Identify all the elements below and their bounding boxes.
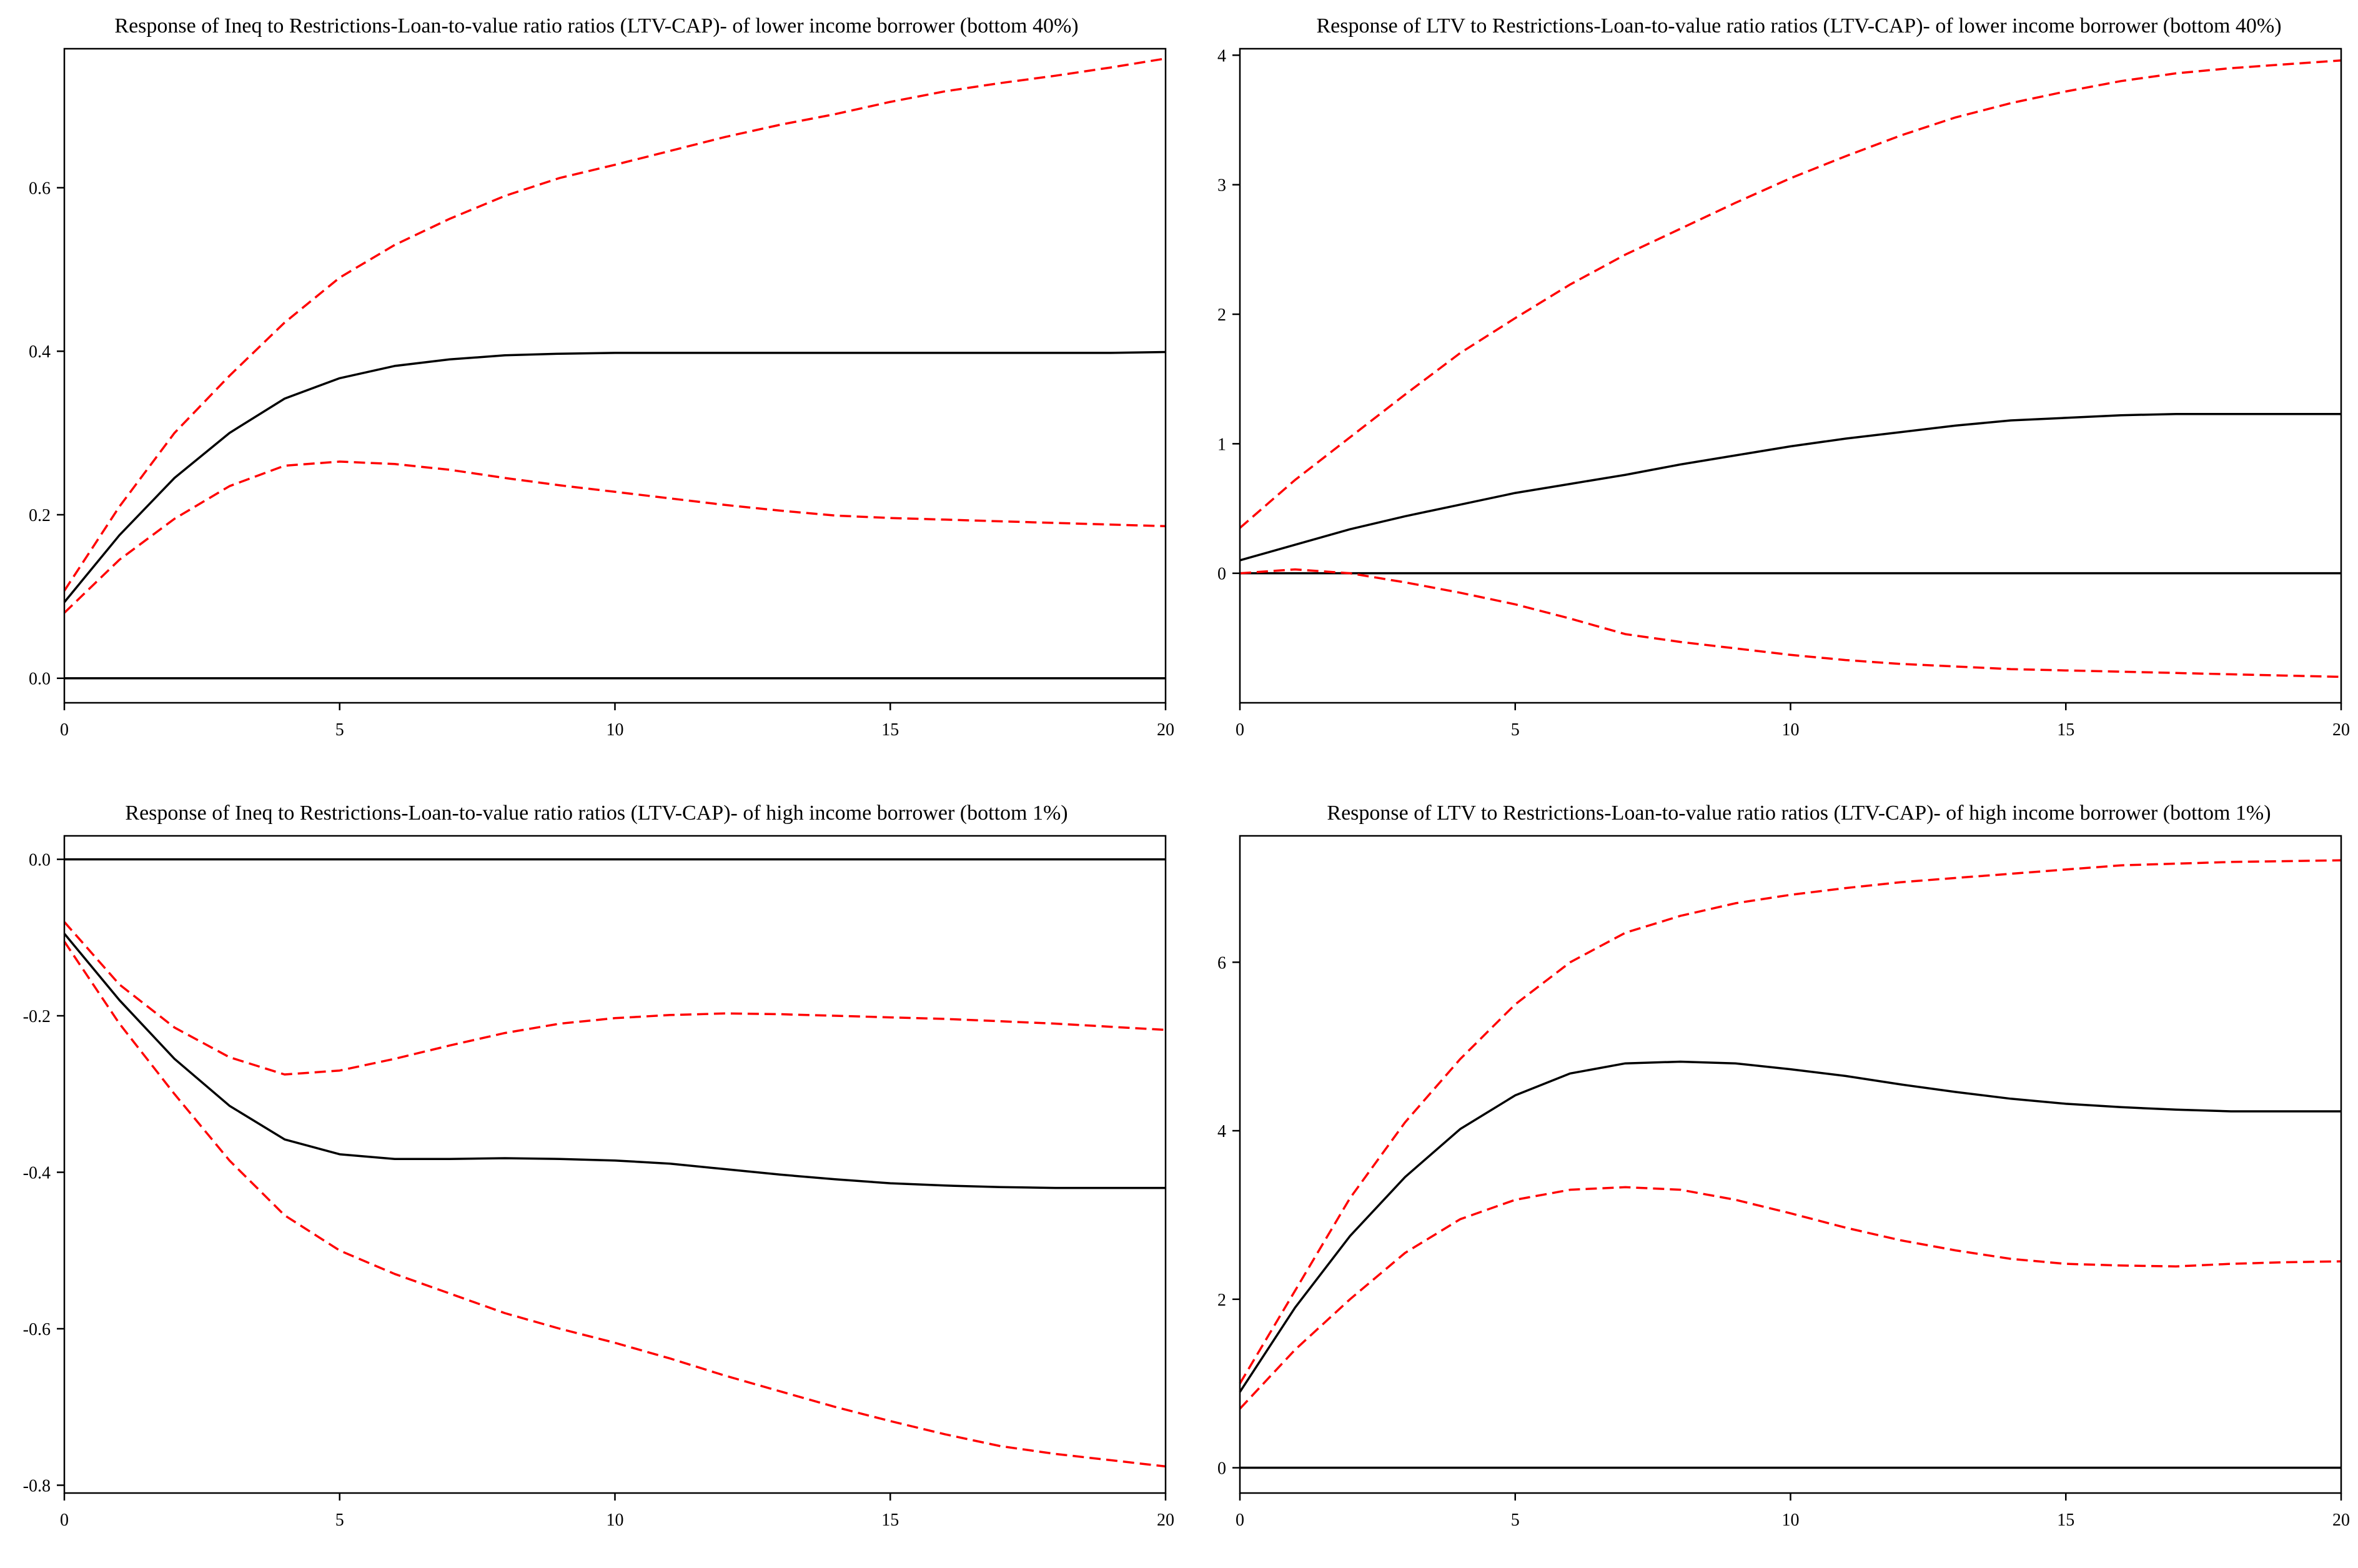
x-tick-label: 5 xyxy=(335,720,344,740)
y-tick-label: 4 xyxy=(1217,46,1226,66)
y-tick-label: 0.0 xyxy=(29,851,51,870)
x-tick-label: 20 xyxy=(2332,720,2350,740)
panel-title: Response of LTV to Restrictions-Loan-to-… xyxy=(1327,801,2271,825)
y-tick-label: -0.2 xyxy=(23,1007,51,1026)
y-tick-label: 1 xyxy=(1217,435,1226,454)
plot-frame xyxy=(63,47,1167,704)
upper-confidence-band xyxy=(63,57,1166,592)
x-tick-label: 5 xyxy=(1511,720,1520,740)
y-tick-label: 4 xyxy=(1217,1122,1226,1141)
panel-ltv-lower-income: Response of LTV to Restrictions-Loan-to-… xyxy=(1217,14,2350,740)
panel-title: Response of Ineq to Restrictions-Loan-to… xyxy=(125,801,1068,825)
panel-title: Response of Ineq to Restrictions-Loan-to… xyxy=(114,14,1078,37)
y-tick-label: 6 xyxy=(1217,953,1226,973)
y-tick-label: 0 xyxy=(1217,1459,1226,1479)
x-tick-label: 0 xyxy=(1236,720,1244,740)
x-tick-label: 15 xyxy=(881,1511,899,1530)
upper-confidence-band xyxy=(1239,859,2342,1384)
axis-ticks: 0 1 2 3 4 0 5 10 15 20 xyxy=(1217,46,2350,740)
panel-ineq-high-income: Response of Ineq to Restrictions-Loan-to… xyxy=(23,801,1174,1530)
axis-ticks: 0.0 0.2 0.4 0.6 0 5 10 15 20 xyxy=(29,179,1174,740)
x-tick-label: 5 xyxy=(1511,1511,1520,1530)
x-tick-label: 10 xyxy=(1782,720,1800,740)
x-tick-label: 0 xyxy=(60,1511,69,1530)
axis-ticks: 0.0 -0.2 -0.4 -0.6 -0.8 0 5 10 15 20 xyxy=(23,851,1174,1530)
x-tick-label: 10 xyxy=(1782,1511,1800,1530)
impulse-response-line xyxy=(63,933,1166,1189)
plot-frame xyxy=(63,835,1167,1494)
panel-ltv-high-income: Response of LTV to Restrictions-Loan-to-… xyxy=(1217,801,2350,1530)
y-tick-label: -0.8 xyxy=(23,1476,51,1496)
lower-confidence-band xyxy=(63,941,1166,1468)
lower-confidence-band xyxy=(63,460,1166,614)
panel-title: Response of LTV to Restrictions-Loan-to-… xyxy=(1316,14,2281,37)
impulse-response-line xyxy=(1239,412,2341,562)
x-tick-label: 20 xyxy=(1157,720,1174,740)
y-tick-label: 0 xyxy=(1217,565,1226,584)
x-tick-label: 15 xyxy=(2057,1511,2074,1530)
y-tick-label: -0.4 xyxy=(23,1164,51,1183)
upper-confidence-band xyxy=(63,921,1166,1076)
x-tick-label: 10 xyxy=(607,1511,624,1530)
y-tick-label: 0.0 xyxy=(29,670,51,689)
x-tick-label: 0 xyxy=(60,720,69,740)
axis-ticks: 0 2 4 6 0 5 10 15 20 xyxy=(1217,953,2350,1530)
y-tick-label: -0.6 xyxy=(23,1320,51,1339)
x-tick-label: 5 xyxy=(335,1511,344,1530)
x-tick-label: 20 xyxy=(1157,1511,1174,1530)
x-tick-label: 15 xyxy=(881,720,899,740)
y-tick-label: 2 xyxy=(1217,305,1226,325)
y-tick-label: 0.4 xyxy=(29,342,51,362)
y-tick-label: 3 xyxy=(1217,176,1226,196)
x-tick-label: 15 xyxy=(2057,720,2074,740)
x-tick-label: 0 xyxy=(1236,1511,1244,1530)
x-tick-label: 20 xyxy=(2332,1511,2350,1530)
plot-frame xyxy=(1239,47,2342,704)
y-tick-label: 2 xyxy=(1217,1291,1226,1310)
y-tick-label: 0.6 xyxy=(29,179,51,198)
lower-confidence-band xyxy=(1239,1186,2342,1410)
upper-confidence-band xyxy=(1239,59,2342,529)
lower-confidence-band xyxy=(1239,568,2342,678)
impulse-response-line xyxy=(1239,1060,2341,1393)
y-tick-label: 0.2 xyxy=(29,506,51,525)
impulse-response-line xyxy=(63,350,1166,603)
plot-frame xyxy=(1239,835,2342,1494)
x-tick-label: 10 xyxy=(607,720,624,740)
panel-ineq-lower-income: Response of Ineq to Restrictions-Loan-to… xyxy=(29,14,1174,740)
